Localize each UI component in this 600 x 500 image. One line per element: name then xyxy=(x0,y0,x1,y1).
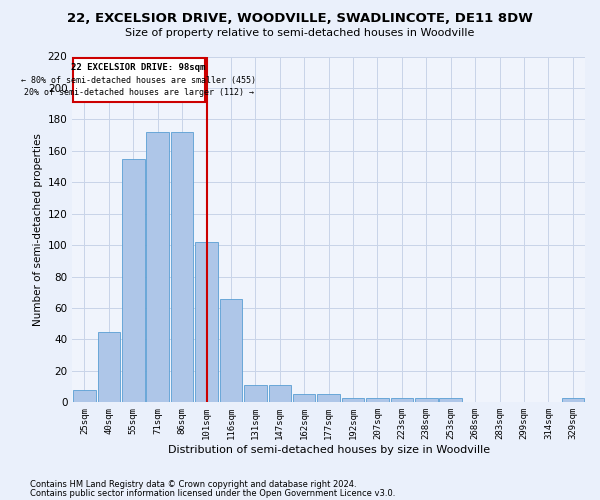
Bar xyxy=(562,398,584,402)
Bar xyxy=(98,332,120,402)
Text: Size of property relative to semi-detached houses in Woodville: Size of property relative to semi-detach… xyxy=(125,28,475,38)
Bar xyxy=(244,385,266,402)
Bar xyxy=(293,394,316,402)
Bar xyxy=(196,242,218,402)
X-axis label: Distribution of semi-detached houses by size in Woodville: Distribution of semi-detached houses by … xyxy=(167,445,490,455)
Bar xyxy=(269,385,291,402)
Text: 20% of semi-detached houses are larger (112) →: 20% of semi-detached houses are larger (… xyxy=(23,88,254,97)
Bar xyxy=(342,398,364,402)
Bar xyxy=(122,158,145,402)
Text: Contains public sector information licensed under the Open Government Licence v3: Contains public sector information licen… xyxy=(30,488,395,498)
Bar xyxy=(415,398,437,402)
Bar xyxy=(439,398,462,402)
Bar xyxy=(171,132,193,402)
Bar xyxy=(146,132,169,402)
Bar xyxy=(220,298,242,403)
Bar xyxy=(317,394,340,402)
Bar xyxy=(73,58,205,102)
Bar xyxy=(73,390,96,402)
Text: ← 80% of semi-detached houses are smaller (455): ← 80% of semi-detached houses are smalle… xyxy=(21,76,256,84)
Text: Contains HM Land Registry data © Crown copyright and database right 2024.: Contains HM Land Registry data © Crown c… xyxy=(30,480,356,489)
Bar xyxy=(391,398,413,402)
Y-axis label: Number of semi-detached properties: Number of semi-detached properties xyxy=(34,133,43,326)
Text: 22 EXCELSIOR DRIVE: 98sqm: 22 EXCELSIOR DRIVE: 98sqm xyxy=(71,63,206,72)
Text: 22, EXCELSIOR DRIVE, WOODVILLE, SWADLINCOTE, DE11 8DW: 22, EXCELSIOR DRIVE, WOODVILLE, SWADLINC… xyxy=(67,12,533,26)
Bar xyxy=(366,398,389,402)
